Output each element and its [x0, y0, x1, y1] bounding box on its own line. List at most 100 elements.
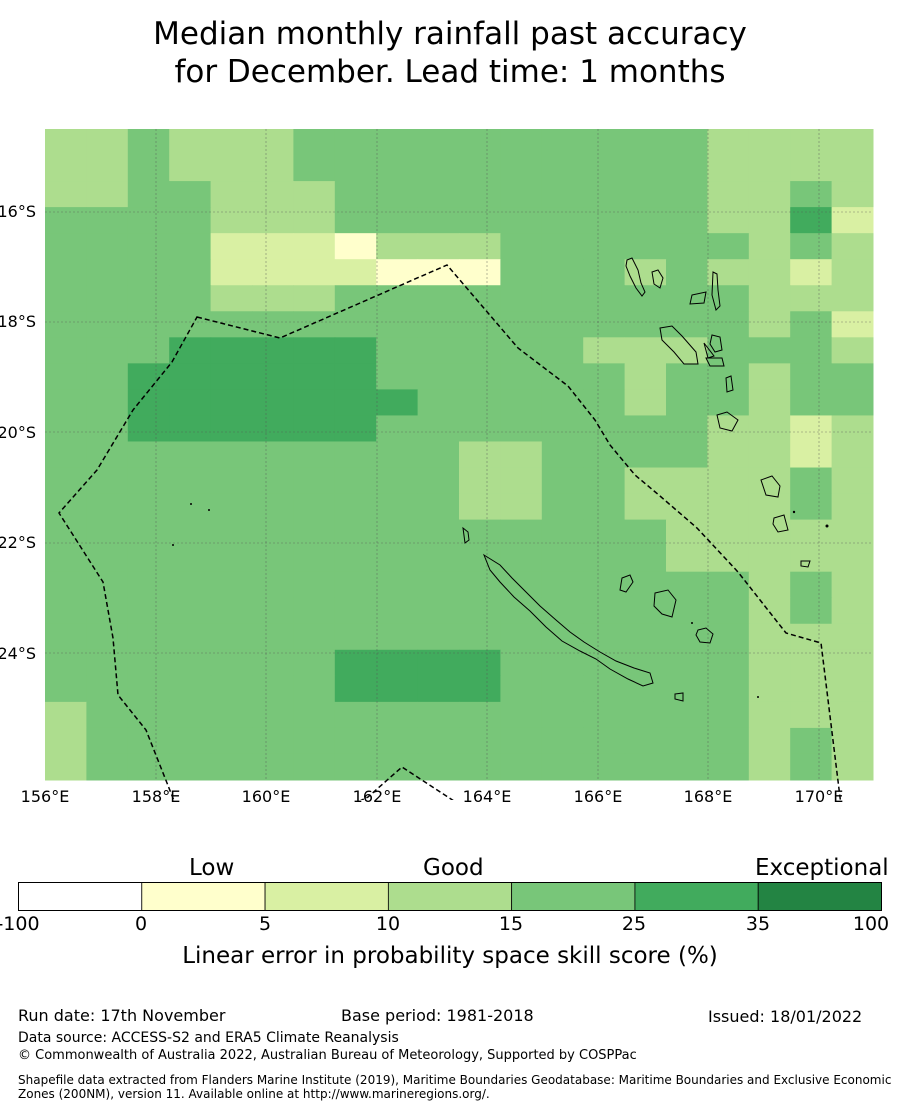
- skill-cell: [376, 493, 419, 521]
- skill-cell: [459, 675, 501, 703]
- skill-cell: [169, 753, 212, 781]
- skill-cell: [748, 649, 791, 677]
- skill-cell: [500, 597, 543, 625]
- skill-cell: [45, 363, 87, 390]
- lon-label-170e: 170°E: [794, 787, 844, 806]
- skill-cell: [86, 571, 129, 599]
- skill-cell: [417, 675, 460, 703]
- skill-cell: [169, 181, 212, 208]
- skill-cell: [459, 649, 501, 677]
- skill-cell: [127, 727, 170, 755]
- skill-cell: [376, 389, 419, 416]
- base-period: Base period: 1981-2018: [341, 1006, 534, 1025]
- colorbar-tick: 15: [498, 913, 524, 935]
- skill-cell: [210, 129, 253, 156]
- skill-cell: [500, 545, 543, 573]
- skill-cell: [169, 337, 212, 364]
- skill-cell: [500, 233, 543, 260]
- chart-title-line-1: Median monthly rainfall past accuracy: [153, 16, 747, 52]
- skill-cell: [624, 415, 667, 442]
- skill-cell: [831, 753, 874, 781]
- skill-cell: [583, 389, 626, 416]
- skill-cell: [666, 155, 708, 182]
- skill-cell: [417, 597, 460, 625]
- skill-cell: [169, 727, 212, 755]
- skill-cell: [459, 207, 501, 234]
- skill-cell: [86, 233, 129, 260]
- skill-cell: [252, 753, 294, 781]
- skill-cell: [790, 363, 833, 390]
- skill-cell: [210, 337, 253, 364]
- skill-cell: [45, 207, 87, 234]
- skill-cell: [169, 623, 212, 651]
- skill-cell: [831, 441, 874, 469]
- skill-cell: [293, 649, 336, 677]
- skill-cell: [500, 753, 543, 781]
- skill-cell: [127, 363, 170, 390]
- skill-cell: [666, 285, 708, 312]
- skill-cell: [707, 415, 750, 442]
- legend-category-low: Low: [189, 855, 235, 881]
- skill-cell: [293, 363, 336, 390]
- skill-cell: [583, 129, 626, 156]
- skill-cell: [624, 597, 667, 625]
- skill-cell: [583, 493, 626, 521]
- skill-cell: [252, 129, 294, 156]
- skill-cell: [831, 467, 874, 495]
- skill-cell: [624, 155, 667, 182]
- skill-cell: [334, 623, 377, 651]
- skill-cell: [210, 675, 253, 703]
- skill-cell: [252, 623, 294, 651]
- skill-cell: [127, 597, 170, 625]
- skill-cell: [583, 545, 626, 573]
- skill-cell: [707, 441, 750, 469]
- skill-cell: [334, 129, 377, 156]
- skill-cell: [707, 311, 750, 338]
- colorbar-tick: 25: [621, 913, 647, 935]
- skill-cell: [127, 389, 170, 416]
- skill-cell: [831, 649, 874, 677]
- skill-cell: [86, 259, 129, 286]
- skill-cell: [831, 701, 874, 729]
- skill-cell: [748, 415, 791, 442]
- skill-cell: [500, 259, 543, 286]
- skill-cell: [293, 285, 336, 312]
- skill-cell: [541, 129, 584, 156]
- skill-cell: [45, 285, 87, 312]
- skill-cell: [210, 571, 253, 599]
- skill-cell: [831, 363, 874, 390]
- skill-cell: [707, 155, 750, 182]
- skill-cell: [583, 467, 626, 495]
- islet-dot: [757, 696, 759, 698]
- skill-cell: [748, 311, 791, 338]
- skill-cell: [210, 181, 253, 208]
- skill-cell: [376, 363, 419, 390]
- skill-cell: [666, 181, 708, 208]
- shapefile-credit-line-1: Shapefile data extracted from Flanders M…: [18, 1073, 892, 1087]
- skill-cell: [293, 415, 336, 442]
- skill-cell: [86, 545, 129, 573]
- skill-cell: [583, 701, 626, 729]
- skill-cell: [459, 753, 501, 781]
- skill-cell: [169, 207, 212, 234]
- skill-cell: [417, 727, 460, 755]
- skill-cell: [748, 285, 791, 312]
- colorbar-tick: 100: [852, 913, 890, 935]
- skill-cell: [583, 363, 626, 390]
- skill-cell: [334, 311, 377, 338]
- islet-dot: [792, 510, 796, 514]
- skill-cell: [376, 467, 419, 495]
- skill-cell: [790, 207, 833, 234]
- skill-cell: [748, 753, 791, 781]
- skill-cell: [541, 493, 584, 521]
- skill-cell: [417, 545, 460, 573]
- skill-cell: [831, 285, 874, 312]
- skill-cell: [86, 311, 129, 338]
- skill-cell: [86, 467, 129, 495]
- skill-cell: [210, 311, 253, 338]
- skill-cell: [210, 389, 253, 416]
- skill-cell: [86, 649, 129, 677]
- skill-cell: [624, 727, 667, 755]
- skill-cell: [376, 675, 419, 703]
- colorbar-title: Linear error in probability space skill …: [182, 943, 718, 969]
